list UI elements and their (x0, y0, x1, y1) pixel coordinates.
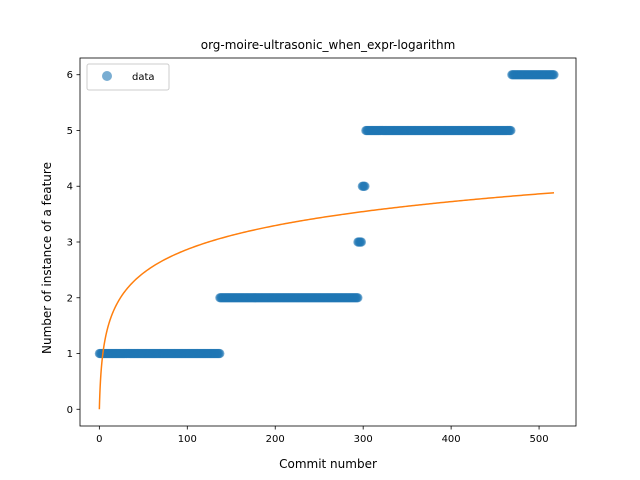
y-axis: 0 1 2 3 4 5 6 (67, 70, 80, 416)
x-tick-label: 0 (96, 434, 102, 445)
y-tick-label: 5 (67, 126, 73, 137)
legend-frame (86, 63, 170, 91)
y-axis-label: Number of instance of a feature (40, 162, 54, 354)
plot-area (79, 57, 577, 427)
chart-title: org-moire-ultrasonic_when_expr-logarithm (201, 38, 456, 52)
data-point (506, 125, 516, 136)
y-tick-label: 0 (67, 405, 73, 416)
x-tick-label: 500 (530, 434, 549, 445)
series-data (94, 70, 559, 359)
legend: data (86, 63, 170, 91)
data-point (215, 348, 225, 359)
x-tick-label: 300 (354, 434, 373, 445)
legend-marker-data (102, 71, 112, 81)
y-tick-label: 4 (67, 182, 73, 193)
x-tick-label: 200 (266, 434, 285, 445)
fit-line (98, 192, 555, 410)
x-axis: 0 100 200 300 400 500 (96, 426, 549, 445)
x-axis-label: Commit number (279, 457, 377, 471)
y-tick-label: 3 (67, 238, 73, 249)
x-tick-label: 100 (178, 434, 197, 445)
data-point (356, 237, 367, 247)
data-point (353, 293, 363, 303)
y-tick-label: 1 (67, 349, 73, 360)
legend-label-data: data (132, 72, 155, 83)
x-tick-label: 400 (442, 434, 461, 445)
data-point (549, 70, 559, 80)
y-tick-label: 2 (67, 293, 73, 304)
y-tick-label: 6 (67, 70, 73, 81)
data-point (360, 181, 370, 191)
